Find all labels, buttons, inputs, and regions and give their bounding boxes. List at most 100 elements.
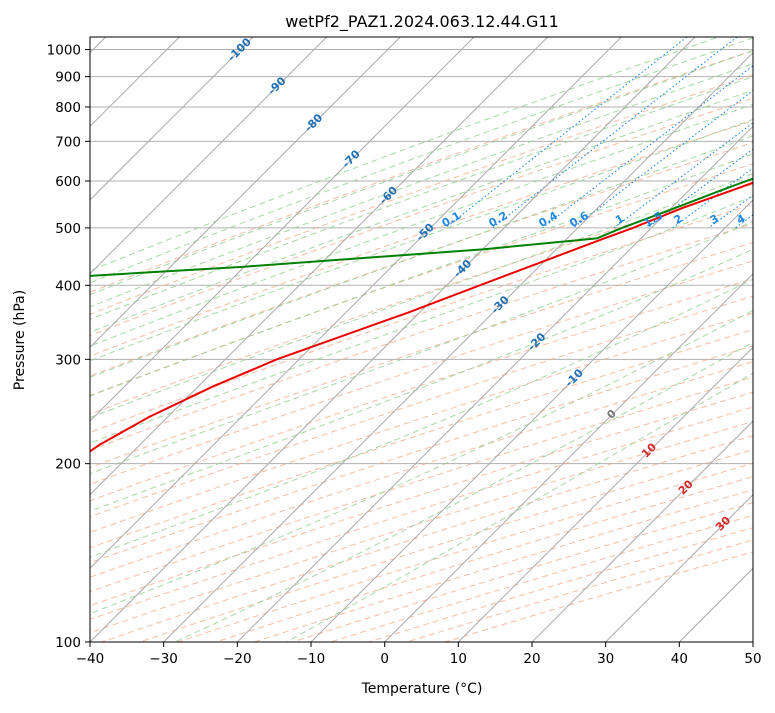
dry-adiabat [90,120,753,357]
x-tick-label: −40 [76,651,105,667]
isotherm-line [162,51,753,642]
mixing-ratio-label: 0.2 [487,209,510,230]
x-axis-ticks: −40 −30 −20 −10 0 10 20 30 40 50 [76,642,762,667]
y-tick-label: 200 [55,457,81,473]
mixing-ratio-label: 3 [708,212,721,227]
x-tick-label: 50 [744,651,761,667]
moist-adiabat [90,89,753,333]
dry-adiabat [90,312,753,534]
y-tick-label: 100 [55,635,81,651]
chart-title: wetPf2_PAZ1.2024.063.12.44.G11 [285,12,559,32]
moist-adiabat [90,37,753,284]
y-tick-label: 900 [55,70,81,86]
moist-adiabat [90,76,753,320]
isotherm-line [90,37,549,496]
dry-adiabats [90,50,753,642]
mixing-ratio-line [445,37,688,229]
dry-adiabat [90,163,753,396]
moist-adiabat [90,248,753,512]
y-tick-label: 300 [55,352,81,368]
mixing-ratio-line [672,167,753,229]
dry-adiabat [90,74,753,315]
moist-adiabat [90,63,753,308]
isotherm-line [236,125,753,642]
moist-adiabat [90,37,720,272]
dry-adiabat [368,527,753,642]
mixing-ratio-label: 2 [672,212,685,227]
x-tick-label: −10 [297,651,326,667]
moist-adiabat [90,309,753,615]
isotherm-line [604,493,753,642]
mixing-ratio-label: 0.1 [440,209,463,230]
moist-adiabat [90,173,753,419]
moist-adiabat [90,135,753,378]
isotherm-line [90,37,328,275]
isotherm-line [678,567,753,642]
isotherm-line [531,420,753,642]
dry-adiabat [90,50,753,293]
dry-adiabat [90,345,753,564]
moist-adiabats [90,37,753,642]
x-tick-label: 10 [450,651,467,667]
dry-adiabat [330,514,753,642]
moist-adiabat [90,153,753,397]
dry-adiabat [90,391,753,607]
moist-adiabat [174,341,753,642]
isotherm-line [90,37,696,642]
mixing-ratio-label: 0.4 [537,209,561,230]
x-tick-label: −30 [149,651,178,667]
plot-frame [89,36,754,643]
dry-adiabat [90,329,753,549]
moist-adiabat [90,103,753,347]
y-axis-label: Pressure (hPa) [12,290,28,390]
dry-adiabat [90,241,753,469]
moist-adiabat [90,220,753,475]
mixing-ratio-lines [445,37,753,229]
mixing-ratio-line [734,214,753,229]
y-tick-label: 700 [55,134,81,150]
moist-adiabat [90,50,753,296]
y-tick-label: 500 [55,221,81,237]
moist-adiabat [90,195,753,444]
isotherm-line [90,37,181,128]
y-tick-label: 600 [55,174,81,190]
mixing-ratio-line [613,122,753,229]
dry-adiabat [90,406,753,620]
y-axis-ticks: 100 200 300 400 500 600 700 800 900 1000 [47,43,90,651]
dry-adiabat [90,376,753,593]
plot-area [90,37,753,642]
dry-adiabat [90,183,753,415]
x-axis-label: Temperature (°C) [361,681,483,697]
dry-adiabat [90,260,753,485]
temperature-profile-line [90,181,753,453]
dry-adiabat [90,142,753,377]
mixing-ratio-line [542,65,753,229]
mixing-ratio-line [492,37,738,229]
x-tick-label: 30 [597,651,614,667]
x-tick-label: 0 [380,651,389,667]
x-tick-label: 40 [671,651,688,667]
x-tick-label: 20 [523,651,540,667]
isobar-lines [90,49,753,642]
dry-adiabat [90,278,753,502]
dry-adiabat [90,97,753,337]
moist-adiabat [90,118,753,362]
isotherm-line [310,199,753,642]
dry-adiabat [215,476,753,642]
dry-adiabat [90,203,753,433]
isotherm-line [457,346,753,642]
profile-series [90,177,753,453]
isotherm-lines [90,37,753,642]
moist-adiabat [90,278,753,558]
mixing-ratio-label: 0.6 [567,209,591,230]
y-tick-label: 400 [55,278,81,294]
x-tick-label: −20 [223,651,252,667]
dry-adiabat [406,539,753,642]
dry-adiabat [90,223,753,451]
isotherm-line [90,37,254,201]
isotherm-line [90,37,475,422]
y-tick-label: 800 [55,100,81,116]
dry-adiabat [90,361,753,578]
